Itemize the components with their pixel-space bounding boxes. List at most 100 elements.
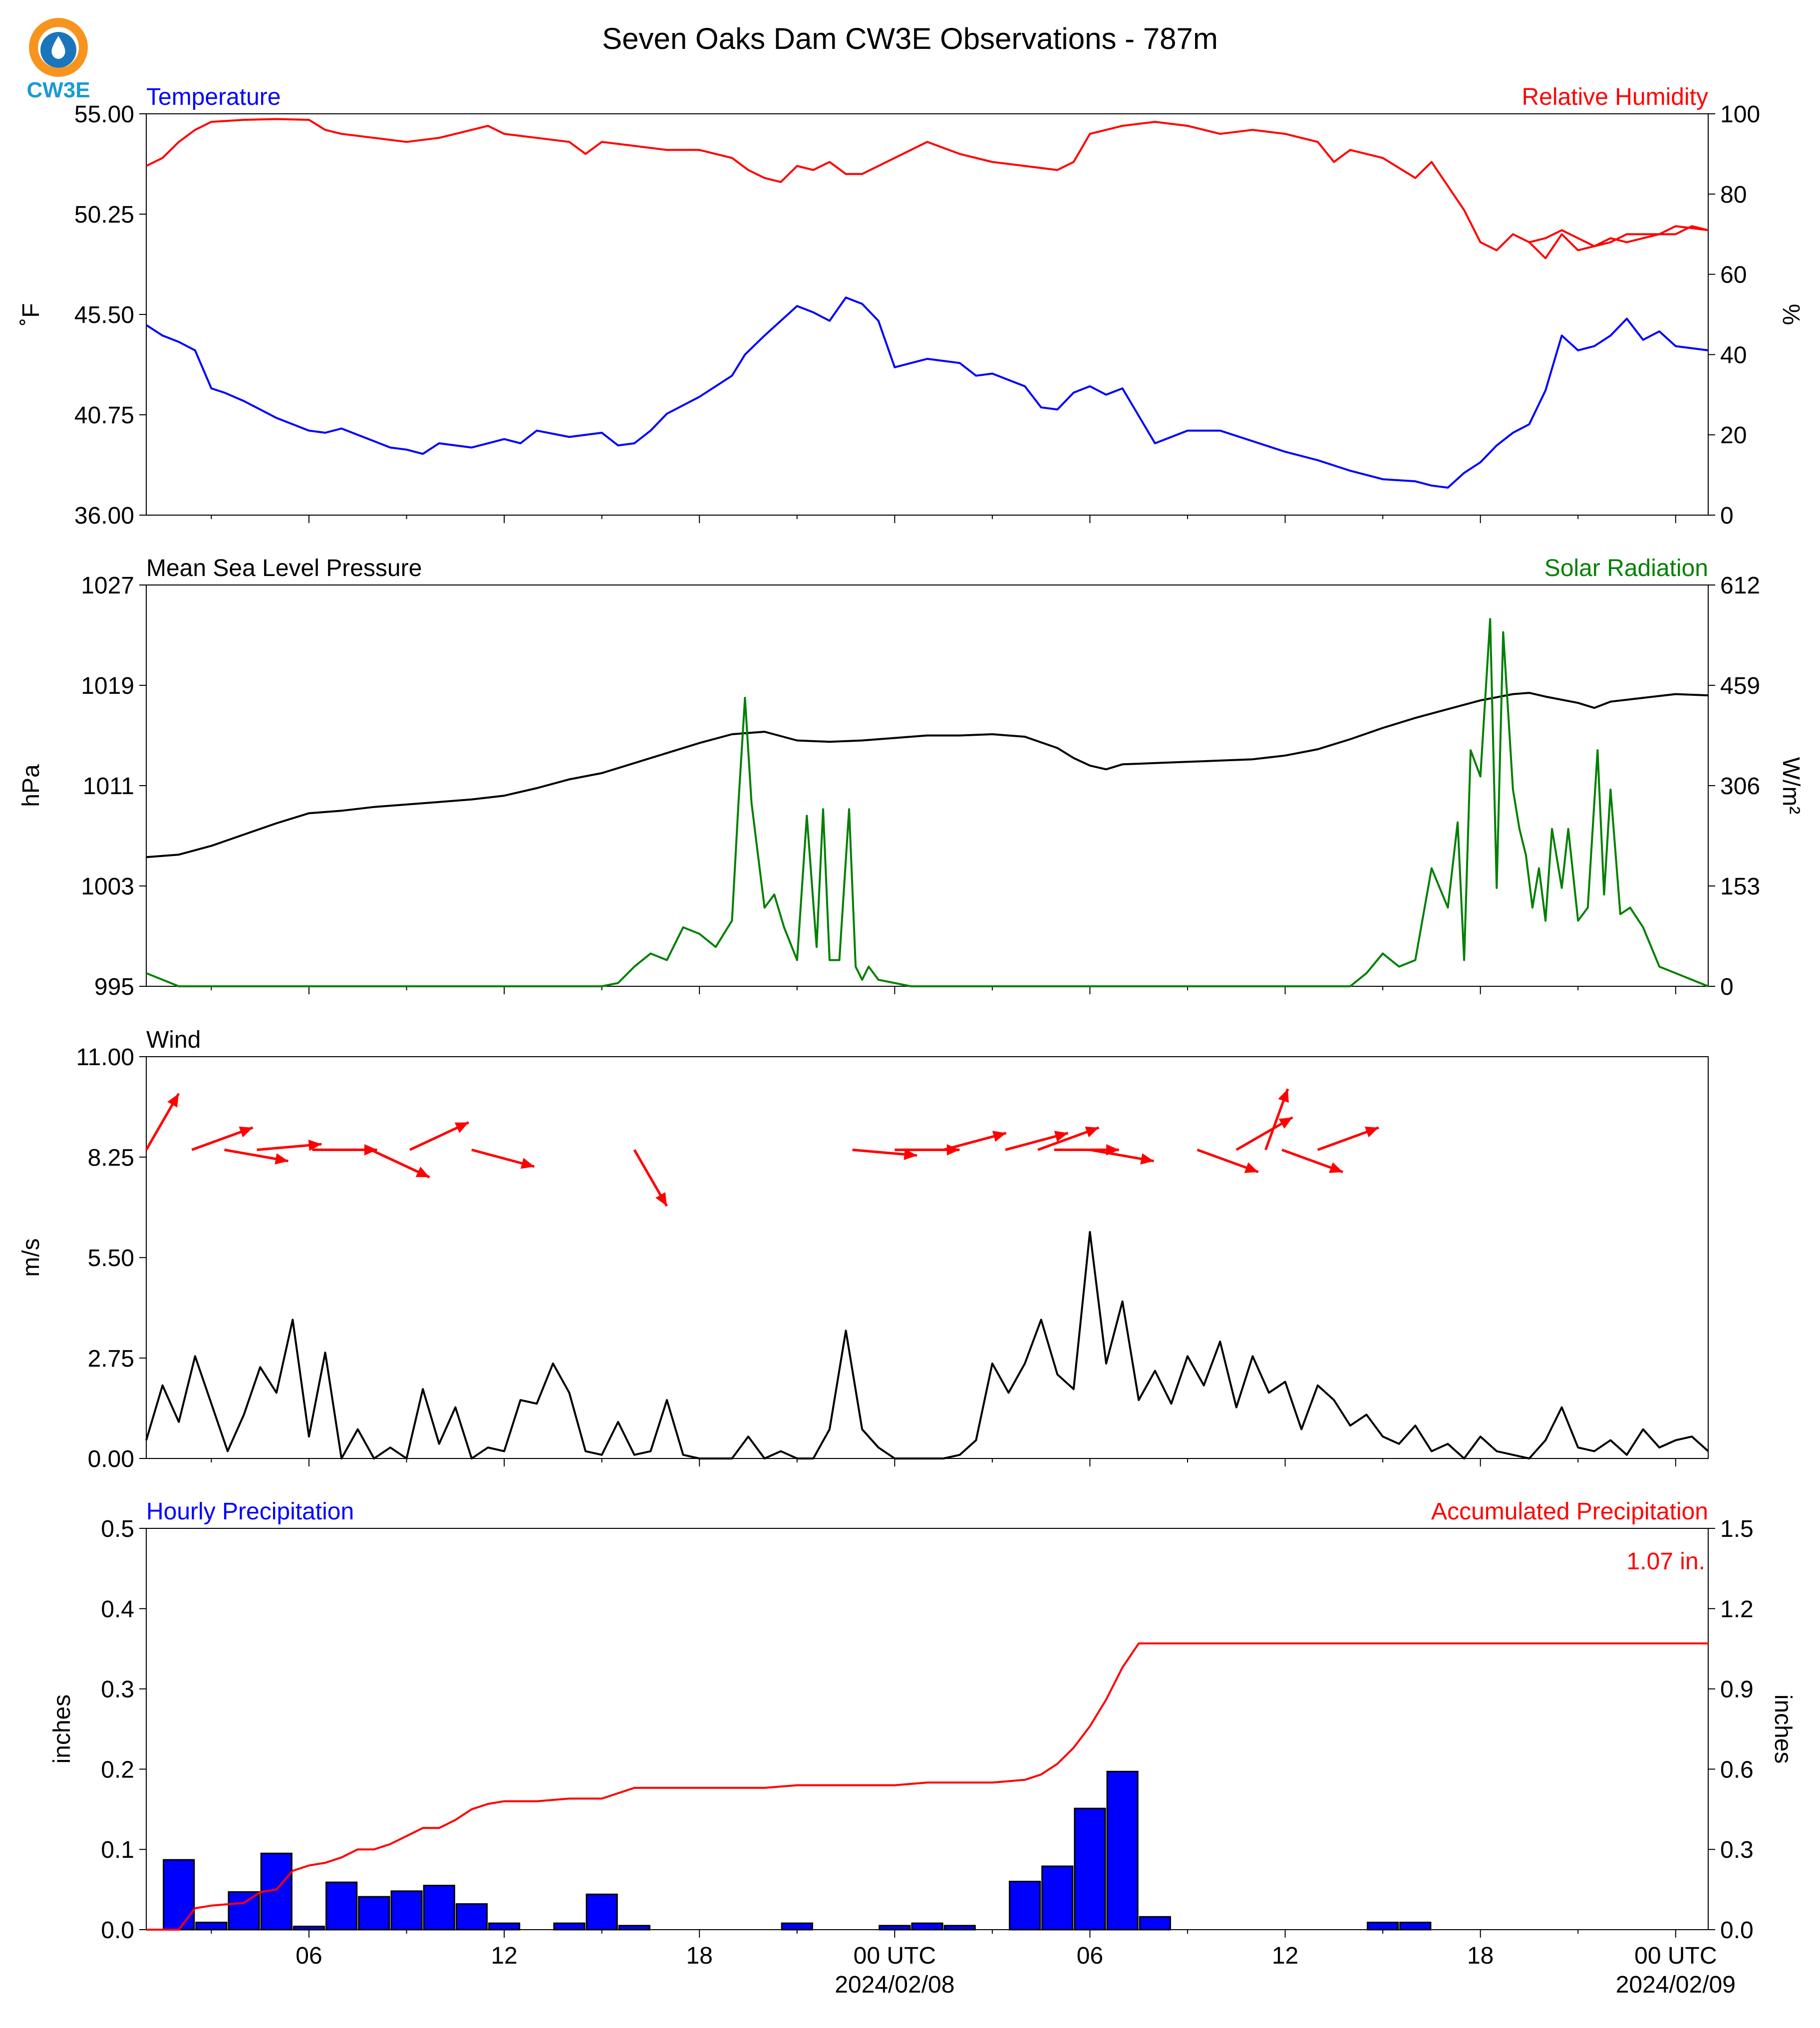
y-tick-label: 0.0 (101, 1917, 134, 1944)
y2-tick-label: 0 (1720, 974, 1734, 1000)
precip-bar (488, 1922, 521, 1931)
x-tick-label: 18 (1467, 1943, 1494, 1969)
x-tick-label: 00 UTC (854, 1943, 936, 1969)
wind-arrow-head (167, 1094, 179, 1108)
wind-arrow-head (239, 1127, 253, 1138)
y2-tick-label: 20 (1720, 422, 1747, 449)
y-tick-label: 11.00 (76, 1044, 134, 1071)
y2-axis-label: W/m² (1778, 757, 1804, 815)
accumulated-total-label: 1.07 in. (1627, 1548, 1705, 1575)
y2-tick-label: 459 (1720, 673, 1760, 699)
wind-arrow-head (520, 1158, 535, 1169)
precip-bar (390, 1890, 423, 1931)
y-tick-label: 0.5 (101, 1516, 134, 1542)
panel-left-label: Hourly Precipitation (146, 1498, 354, 1525)
x-tick-label: 12 (491, 1943, 517, 1969)
wind-arrow-head (454, 1122, 469, 1133)
wind-arrow-head (1244, 1162, 1258, 1173)
panel-left-label: Temperature (146, 84, 281, 110)
y-tick-label: 995 (94, 974, 134, 1000)
wind-arrow-head (992, 1131, 1006, 1142)
precip-bar (358, 1896, 390, 1931)
x-date-label: 2024/02/08 (835, 1972, 954, 1998)
y-tick-label: 1003 (81, 873, 134, 900)
wind-arrow-head (415, 1166, 430, 1177)
precip-bar (618, 1925, 650, 1931)
y-tick-label: 0.2 (101, 1756, 134, 1783)
y-tick-label: 5.50 (88, 1245, 134, 1272)
y-tick-label: 40.75 (74, 402, 134, 429)
y-tick-label: 50.25 (74, 202, 134, 228)
wind-arrow-head (1278, 1117, 1293, 1129)
y2-tick-label: 0.0 (1720, 1917, 1754, 1944)
wind-arrow-head (1140, 1153, 1154, 1164)
wind-arrow-head (1364, 1127, 1379, 1138)
precip-bar (163, 1859, 195, 1931)
panel-left-label: Mean Sea Level Pressure (146, 555, 422, 581)
precip-bar (1008, 1881, 1041, 1931)
y2-tick-label: 612 (1720, 573, 1760, 599)
y2-tick-label: 1.2 (1720, 1596, 1754, 1623)
accumulated-precip-line (146, 1642, 1708, 1931)
wind-arrow-head (904, 1149, 917, 1160)
panel-right-label: Solar Radiation (1544, 555, 1708, 581)
wind-arrow-head (655, 1192, 667, 1206)
y-axis-label: ˚F (18, 303, 44, 325)
wind-arrow-head (1329, 1162, 1343, 1173)
precip-bar (781, 1922, 813, 1931)
x-tick-label: 06 (1077, 1943, 1103, 1969)
panel-right-label: Relative Humidity (1522, 84, 1708, 110)
wind-arrow-head (275, 1153, 289, 1164)
precip-bar (1139, 1916, 1171, 1931)
wind-arrow-head (308, 1140, 322, 1151)
series-line-2 (146, 618, 1709, 987)
precip-bar (325, 1881, 358, 1931)
panel-3: 0.00 2.75 5.50 8.25 11.00 Wind m/s (18, 1027, 1709, 1472)
panel-right-label: Accumulated Precipitation (1431, 1498, 1708, 1525)
y-axis-label: hPa (18, 764, 44, 807)
panel-4: 0.0 0.1 0.2 0.3 0.4 0.5 0.0 0.3 0.6 0.9 1.2 1.5 Hour… (49, 1498, 1796, 1998)
precip-bar (423, 1885, 455, 1931)
y2-tick-label: 80 (1720, 182, 1747, 208)
precip-bar (195, 1922, 228, 1931)
y-axis-label: inches (49, 1695, 75, 1764)
y2-tick-label: 306 (1720, 773, 1760, 800)
y2-tick-label: 0 (1720, 503, 1734, 529)
precip-bar (293, 1926, 325, 1931)
precip-bar (1399, 1922, 1432, 1931)
cw3e-logo: CW3E (26, 18, 90, 102)
y2-tick-label: 0.9 (1720, 1677, 1754, 1703)
y-tick-label: 36.00 (74, 503, 134, 529)
wind-arrow-head (1085, 1127, 1099, 1138)
x-tick-label: 06 (296, 1943, 322, 1969)
y-tick-label: 8.25 (88, 1145, 134, 1171)
y-axis-label: m/s (18, 1238, 44, 1277)
series-line-1 (145, 1231, 1709, 1459)
precip-bar (1367, 1922, 1399, 1931)
precip-bar (228, 1891, 260, 1931)
y2-axis-label: inches (1770, 1695, 1796, 1764)
panel-1: 36.00 40.75 45.50 50.25 55.00 0 20 40 60 80 100 Tem… (18, 84, 1804, 529)
y-tick-label: 55.00 (74, 101, 134, 128)
y2-tick-label: 153 (1720, 873, 1760, 900)
series-line-3 (1528, 225, 1709, 260)
wind-arrow-head (1054, 1131, 1068, 1142)
series-line-1 (145, 296, 1709, 489)
y2-axis-label: % (1778, 304, 1804, 325)
y-tick-label: 1019 (81, 673, 134, 699)
x-tick-label: 00 UTC (1634, 1943, 1717, 1969)
precip-bar (943, 1925, 976, 1931)
precip-bar (911, 1922, 943, 1931)
y-tick-label: 0.00 (88, 1446, 134, 1472)
precip-bar (879, 1925, 911, 1931)
precip-bar (1106, 1770, 1139, 1931)
figure-title: Seven Oaks Dam CW3E Observations - 787m (602, 22, 1218, 55)
y2-tick-label: 40 (1720, 342, 1747, 368)
logo-ring-icon (29, 18, 88, 77)
panel-left-label: Wind (146, 1027, 201, 1053)
precip-bar (455, 1903, 488, 1931)
y2-tick-label: 1.5 (1720, 1516, 1754, 1542)
y-tick-label: 0.3 (101, 1677, 134, 1703)
y2-tick-label: 0.6 (1720, 1756, 1754, 1783)
